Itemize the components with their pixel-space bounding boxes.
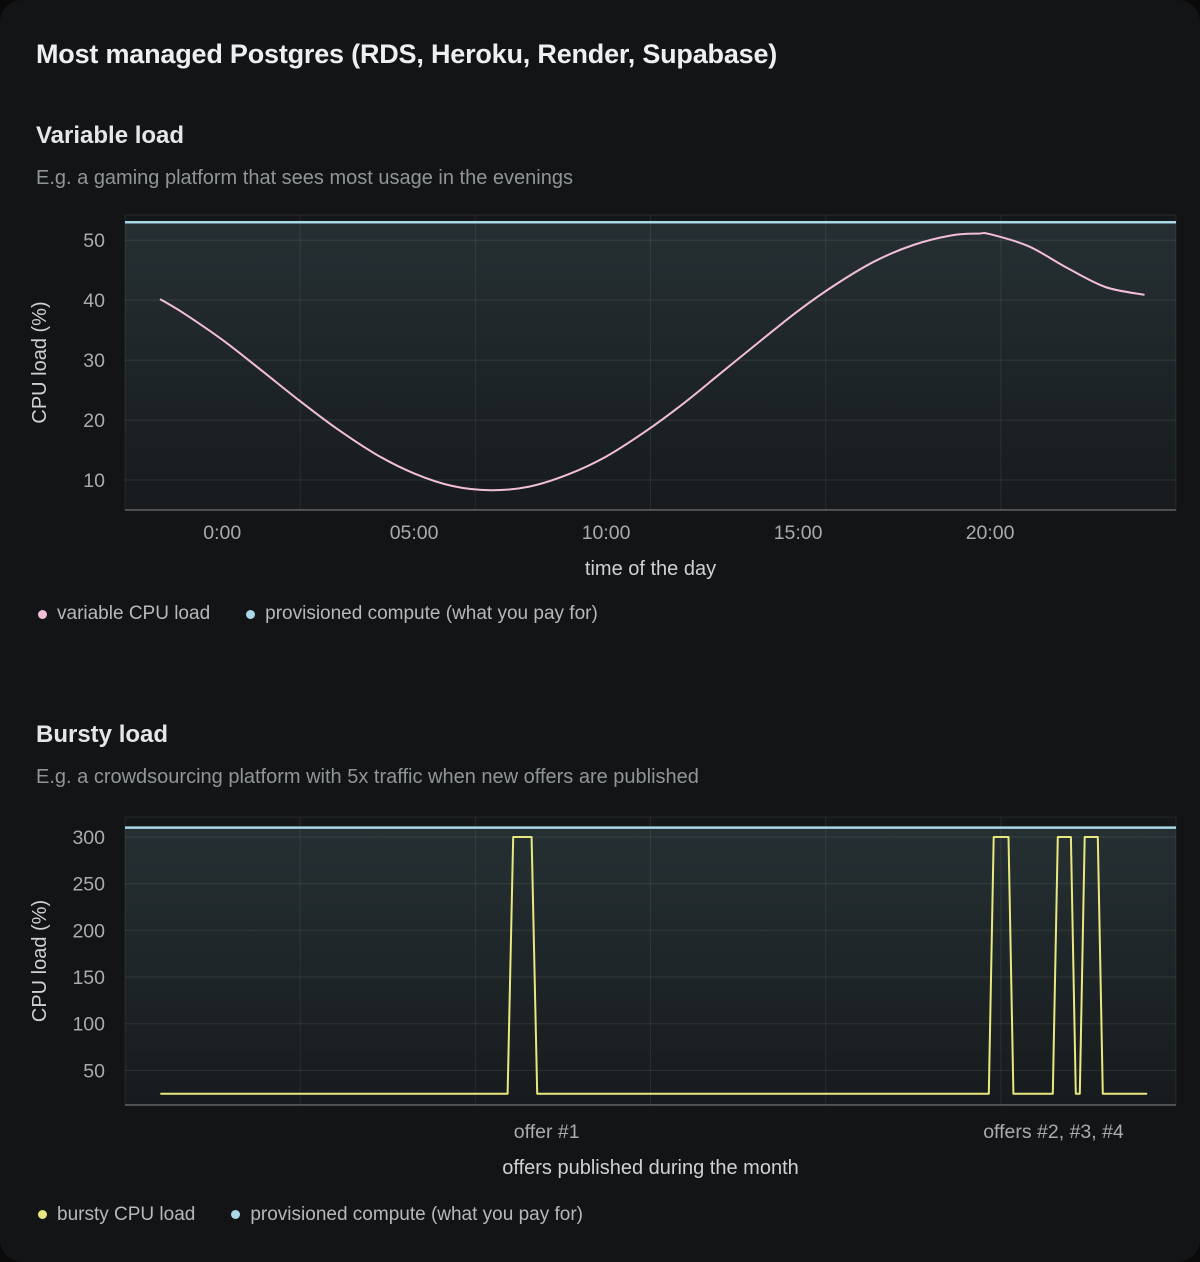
svg-text:200: 200 [72, 920, 105, 942]
variable-load-subtitle: E.g. a gaming platform that sees most us… [36, 167, 573, 190]
legend-label: variable CPU load [57, 603, 211, 625]
svg-text:40: 40 [83, 290, 105, 312]
svg-text:30: 30 [83, 350, 105, 372]
section-variable-load: Variable load E.g. a gaming platform tha… [0, 122, 1200, 626]
legend-item-bursty-cpu-load: bursty CPU load [38, 1203, 195, 1227]
legend-label: provisioned compute (what you pay for) [250, 1203, 584, 1225]
legend-item-provisioned-compute: provisioned compute (what you pay for) [246, 602, 598, 626]
bursty-load-legend: bursty CPU load provisioned compute (wha… [38, 1203, 1200, 1227]
svg-text:10:00: 10:00 [582, 522, 631, 544]
legend-label: provisioned compute (what you pay for) [265, 603, 598, 625]
svg-text:150: 150 [72, 967, 105, 989]
bursty-load-subtitle: E.g. a crowdsourcing platform with 5x tr… [36, 765, 699, 788]
pink-dot-icon [38, 609, 47, 619]
svg-text:15:00: 15:00 [774, 522, 823, 544]
page-title: Most managed Postgres (RDS, Heroku, Rend… [36, 39, 778, 69]
svg-text:CPU load (%): CPU load (%) [29, 900, 51, 1022]
variable-load-chart: 10 20 30 40 50 0:00 05:00 10:00 15:00 20:00 time o… [29, 214, 1177, 580]
yellow-dot-icon [38, 1210, 47, 1220]
svg-text:20:00: 20:00 [966, 522, 1015, 544]
svg-text:50: 50 [83, 230, 105, 252]
svg-text:CPU load (%): CPU load (%) [29, 302, 51, 424]
section-bursty-load: Bursty load E.g. a crowdsourcing platfor… [0, 721, 1200, 1227]
bursty-load-chart: 50 100 150 200 250 300 offer #1 offers #2, #3, … [29, 816, 1177, 1179]
legend-item-provisioned-compute: provisioned compute (what you pay for) [231, 1203, 583, 1227]
blue-dot-icon [231, 1210, 241, 1220]
legend-item-variable-cpu-load: variable CPU load [38, 602, 210, 626]
svg-text:10: 10 [83, 470, 105, 492]
legend-label: bursty CPU load [57, 1203, 196, 1225]
variable-load-legend: variable CPU load provisioned compute (w… [38, 602, 1200, 626]
blue-dot-icon [246, 609, 256, 619]
svg-text:300: 300 [72, 827, 105, 849]
svg-text:05:00: 05:00 [390, 522, 439, 544]
svg-text:0:00: 0:00 [203, 522, 241, 544]
svg-text:offer #1: offer #1 [514, 1121, 580, 1143]
svg-text:offers #2, #3, #4: offers #2, #3, #4 [983, 1121, 1124, 1143]
svg-text:100: 100 [72, 1014, 105, 1036]
svg-text:250: 250 [72, 874, 105, 896]
svg-text:50: 50 [83, 1060, 105, 1082]
svg-text:offers published during the mo: offers published during the month [502, 1157, 799, 1179]
bursty-load-heading: Bursty load [36, 721, 169, 749]
variable-load-heading: Variable load [36, 122, 185, 150]
svg-text:time of the day: time of the day [585, 558, 716, 580]
svg-text:20: 20 [83, 410, 105, 432]
